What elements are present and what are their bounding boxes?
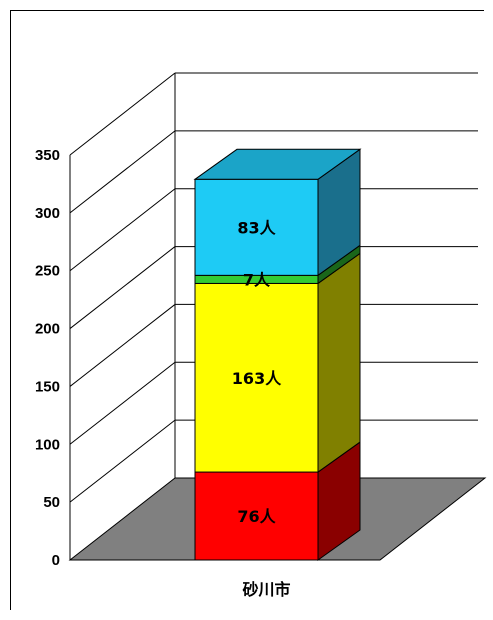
category-labels: 砂川市	[242, 580, 290, 599]
data-label: 163人	[232, 369, 282, 388]
gridline-side	[69, 246, 176, 329]
gridline-side	[69, 130, 176, 214]
bar-top-face	[193, 148, 362, 180]
data-label: 83人	[237, 218, 276, 237]
y-tick-label: 150	[35, 378, 60, 395]
y-tick-label: 200	[35, 321, 60, 338]
data-label: 7人	[243, 270, 271, 289]
bar-segment	[194, 282, 319, 473]
y-tick-label: 100	[35, 436, 60, 453]
gridline-side	[69, 361, 176, 445]
data-label: 76人	[237, 507, 276, 526]
y-tick-label: 50	[43, 494, 60, 511]
bar-segment	[194, 471, 319, 561]
bar-stack	[193, 148, 362, 561]
bar-segment-side	[317, 252, 361, 474]
x-category-label: 砂川市	[242, 580, 290, 599]
y-tick-label: 350	[35, 147, 60, 164]
chart-frame	[10, 10, 484, 610]
gridline-side	[69, 304, 176, 387]
bar-segment	[194, 178, 319, 276]
y-axis-ticks: 0 50 100 150 200 250 300 350	[35, 147, 60, 569]
gridline-side	[69, 72, 176, 156]
y-tick-label: 0	[52, 552, 60, 569]
gridline-side	[69, 419, 176, 503]
data-labels: 76人 163人 7人 83人	[232, 218, 282, 526]
y-tick-label: 300	[35, 205, 60, 222]
gridline-side	[69, 188, 176, 272]
y-tick-label: 250	[35, 263, 60, 280]
